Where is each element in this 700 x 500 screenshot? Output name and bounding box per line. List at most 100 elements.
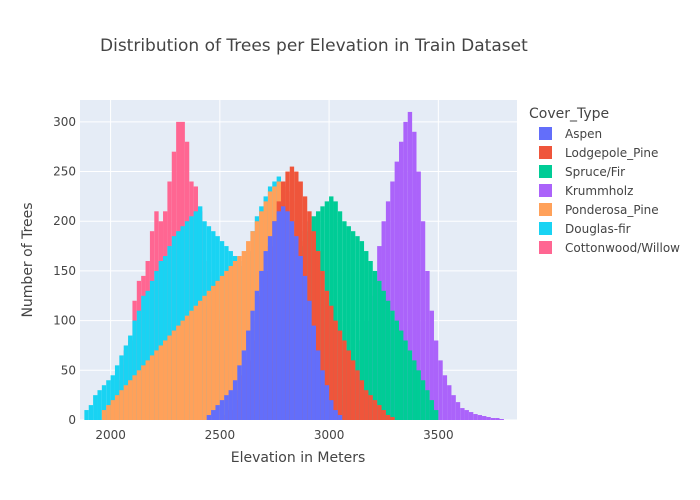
histogram-bar	[342, 340, 347, 420]
y-axis-ticks: 0 50 100 150 200 250 300	[53, 115, 76, 427]
histogram-bar	[403, 340, 408, 420]
histogram-bar	[145, 360, 150, 420]
x-tick-label: 2500	[205, 428, 236, 442]
y-tick-label: 150	[53, 264, 76, 278]
histogram-bar	[149, 280, 155, 420]
legend-swatch	[539, 222, 552, 235]
legend-item[interactable]: Krummholz	[539, 184, 633, 198]
y-tick-label: 200	[53, 214, 76, 228]
histogram-bar	[468, 412, 474, 420]
legend-item[interactable]: Ponderosa_Pine	[539, 203, 659, 217]
legend-label: Aspen	[565, 127, 602, 141]
histogram-bar	[228, 265, 233, 420]
histogram-bar	[136, 310, 142, 420]
histogram-bar	[259, 270, 264, 420]
histogram-bar	[123, 345, 129, 420]
histogram-bar	[294, 236, 299, 420]
histogram-bar	[399, 141, 404, 420]
histogram-bar	[407, 350, 413, 420]
histogram-bar	[412, 131, 417, 420]
legend-item[interactable]: Spruce/Fir	[539, 165, 625, 179]
histogram-bar	[241, 350, 247, 420]
histogram-bar	[276, 211, 282, 420]
histogram-bar	[167, 335, 172, 420]
histogram-bar	[464, 410, 469, 420]
histogram-bar	[246, 330, 251, 420]
legend-item[interactable]: Cottonwood/Willow	[539, 241, 680, 255]
histogram-bar	[346, 226, 351, 420]
histogram-bar	[311, 325, 316, 420]
histogram-bar	[390, 310, 395, 420]
histogram-bar	[114, 395, 120, 420]
histogram-bar	[372, 400, 378, 420]
histogram-bar	[460, 408, 465, 420]
histogram-bar	[350, 231, 356, 420]
legend-item[interactable]: Aspen	[539, 127, 602, 141]
histogram-bar	[429, 310, 434, 420]
histogram-bar	[320, 270, 325, 420]
histogram-bar	[368, 395, 373, 420]
histogram-bar	[329, 400, 334, 420]
histogram-bar	[342, 221, 347, 420]
histogram-bar	[101, 410, 107, 420]
histogram-bar	[394, 161, 400, 420]
histogram-bar	[416, 171, 421, 420]
histogram-bar	[302, 275, 308, 420]
legend-swatch	[539, 146, 552, 159]
histogram-bar	[215, 280, 220, 420]
histogram-bar	[455, 402, 461, 420]
x-tick-label: 3000	[314, 428, 345, 442]
histogram-bar	[350, 360, 356, 420]
histogram-bar	[219, 275, 225, 420]
legend-label: Cottonwood/Willow	[565, 241, 680, 255]
legend-item[interactable]: Douglas-fir	[539, 222, 631, 236]
histogram-bar	[315, 350, 321, 420]
legend-label: Ponderosa_Pine	[565, 203, 659, 217]
histogram-bar	[429, 400, 434, 420]
histogram-bar	[289, 221, 295, 420]
histogram-bar	[263, 251, 268, 420]
histogram-bar	[141, 365, 146, 420]
histogram-bar	[377, 280, 382, 420]
x-tick-label: 3500	[423, 428, 454, 442]
legend-label: Krummholz	[565, 184, 633, 198]
histogram-bar	[224, 270, 229, 420]
histogram-bar	[119, 355, 124, 420]
legend-swatch	[539, 184, 552, 197]
histogram-bar	[433, 340, 439, 420]
histogram-bar	[337, 211, 343, 420]
histogram-bar	[211, 410, 216, 420]
histogram-bar	[359, 241, 365, 420]
histogram-bar	[237, 365, 242, 420]
histogram-bar	[372, 270, 378, 420]
histogram-bar	[333, 410, 338, 420]
histogram-bar	[184, 315, 190, 420]
histogram-bar	[490, 418, 496, 420]
histogram-bar	[202, 295, 207, 420]
histogram-bar	[364, 251, 369, 420]
histogram-bar	[106, 405, 111, 420]
histogram-bar	[167, 246, 172, 420]
histogram-bar	[482, 416, 487, 420]
histogram-bar	[324, 290, 330, 420]
histogram-bar	[333, 320, 338, 420]
legend-swatch	[539, 241, 552, 254]
histogram-bar	[298, 256, 303, 420]
histogram-bar	[425, 390, 430, 420]
legend-item[interactable]: Lodgepole_Pine	[539, 146, 658, 160]
histogram-bar	[206, 415, 212, 420]
histogram-bar	[97, 390, 102, 420]
histogram-bar	[119, 390, 124, 420]
histogram-bar	[451, 395, 456, 420]
legend-label: Spruce/Fir	[565, 165, 625, 179]
histogram-bar	[425, 270, 430, 420]
chart-title: Distribution of Trees per Elevation in T…	[100, 36, 528, 56]
histogram-bar	[438, 360, 443, 420]
histogram-bar	[420, 380, 426, 420]
histogram-bar	[237, 256, 242, 420]
legend-swatch	[539, 127, 552, 140]
histogram-bar	[281, 206, 286, 420]
histogram-bar	[495, 418, 500, 420]
histogram-bar	[211, 285, 216, 420]
bars-layer	[84, 111, 504, 421]
